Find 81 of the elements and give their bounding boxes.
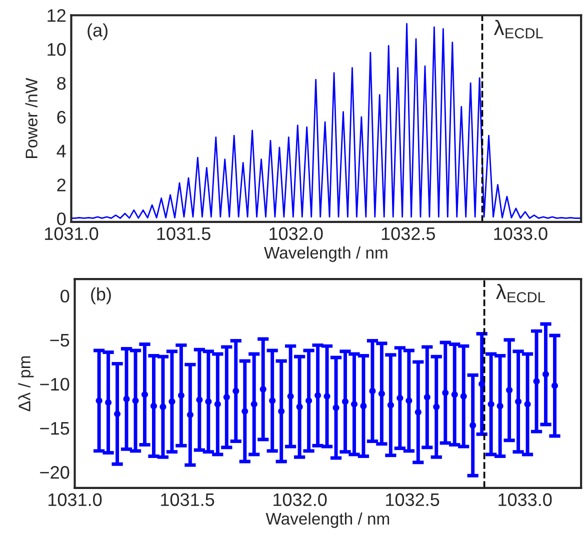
point <box>442 389 449 396</box>
point <box>296 404 303 410</box>
point <box>324 393 330 400</box>
point <box>186 412 194 418</box>
x-tick-label: 1031.0 <box>48 493 102 506</box>
point <box>496 402 504 410</box>
point <box>460 393 467 400</box>
point <box>314 392 322 399</box>
y-tick-label: 10 <box>48 43 66 56</box>
point <box>551 382 558 390</box>
point <box>433 404 440 410</box>
x-tick-label: 1032.5 <box>386 493 440 506</box>
point <box>232 388 240 394</box>
y-tick-label: −10 <box>40 378 70 391</box>
point <box>242 408 248 415</box>
y-axis-title: Δλ / pm <box>18 356 34 412</box>
x-tick-label: 1031.0 <box>45 227 98 240</box>
y-tick-label: 2 <box>57 178 66 192</box>
ref-line-label: λ$_{ECDL}$ <box>494 20 543 38</box>
point <box>205 398 212 405</box>
point <box>506 386 513 394</box>
annotation: (b) <box>91 287 111 304</box>
point <box>260 386 266 393</box>
y-tick-label: −5 <box>50 334 70 347</box>
point <box>104 399 112 406</box>
y-tick-label: 8 <box>57 76 66 90</box>
point <box>387 402 394 408</box>
point <box>305 397 312 404</box>
x-axis-title: Wavelength / nm <box>266 512 390 528</box>
point <box>160 404 166 410</box>
point <box>332 404 340 412</box>
point <box>406 397 412 404</box>
point <box>414 408 422 416</box>
point <box>350 400 358 408</box>
point <box>524 400 531 408</box>
x-tick-label: 1033.0 <box>494 227 548 240</box>
y-tick-label: 6 <box>57 110 66 124</box>
point <box>451 391 458 398</box>
point <box>360 402 367 410</box>
point <box>250 400 258 408</box>
point <box>278 408 285 415</box>
point <box>378 390 385 397</box>
point <box>269 397 276 404</box>
point <box>287 393 294 400</box>
point <box>396 394 404 402</box>
point <box>123 396 130 402</box>
y-tick-label: −20 <box>40 466 70 479</box>
point <box>132 397 139 404</box>
point <box>96 397 102 404</box>
point <box>470 422 476 429</box>
point <box>141 391 148 398</box>
point <box>424 394 430 400</box>
y-tick-label: 0 <box>60 290 70 303</box>
point <box>150 402 158 410</box>
point <box>214 400 221 408</box>
point <box>178 392 184 399</box>
point <box>515 398 522 405</box>
x-tick-label: 1033.0 <box>498 493 552 506</box>
y-tick-label: 4 <box>56 144 66 158</box>
point <box>168 398 176 405</box>
x-tick-label: 1031.5 <box>161 493 214 506</box>
point <box>478 380 486 388</box>
point <box>542 370 550 378</box>
y-tick-label: −15 <box>40 422 70 435</box>
point <box>533 378 540 385</box>
point <box>114 410 121 418</box>
point <box>342 398 349 405</box>
annotation: (a) <box>88 23 108 40</box>
point <box>223 394 230 400</box>
x-tick-label: 1031.5 <box>157 227 210 240</box>
ref-line-label: λ$_{ECDL}$ <box>496 284 545 302</box>
x-tick-label: 1032.0 <box>270 227 323 240</box>
y-axis-title: Power /nW <box>25 78 38 158</box>
y-tick-label: 12 <box>48 9 66 22</box>
point <box>488 400 494 408</box>
point <box>369 388 376 394</box>
x-tick-label: 1032.5 <box>382 227 435 240</box>
x-axis-title: Wavelength / nm <box>264 246 388 262</box>
point <box>196 396 203 404</box>
y-tick-label: 0 <box>57 212 66 226</box>
x-tick-label: 1032.0 <box>274 493 327 506</box>
